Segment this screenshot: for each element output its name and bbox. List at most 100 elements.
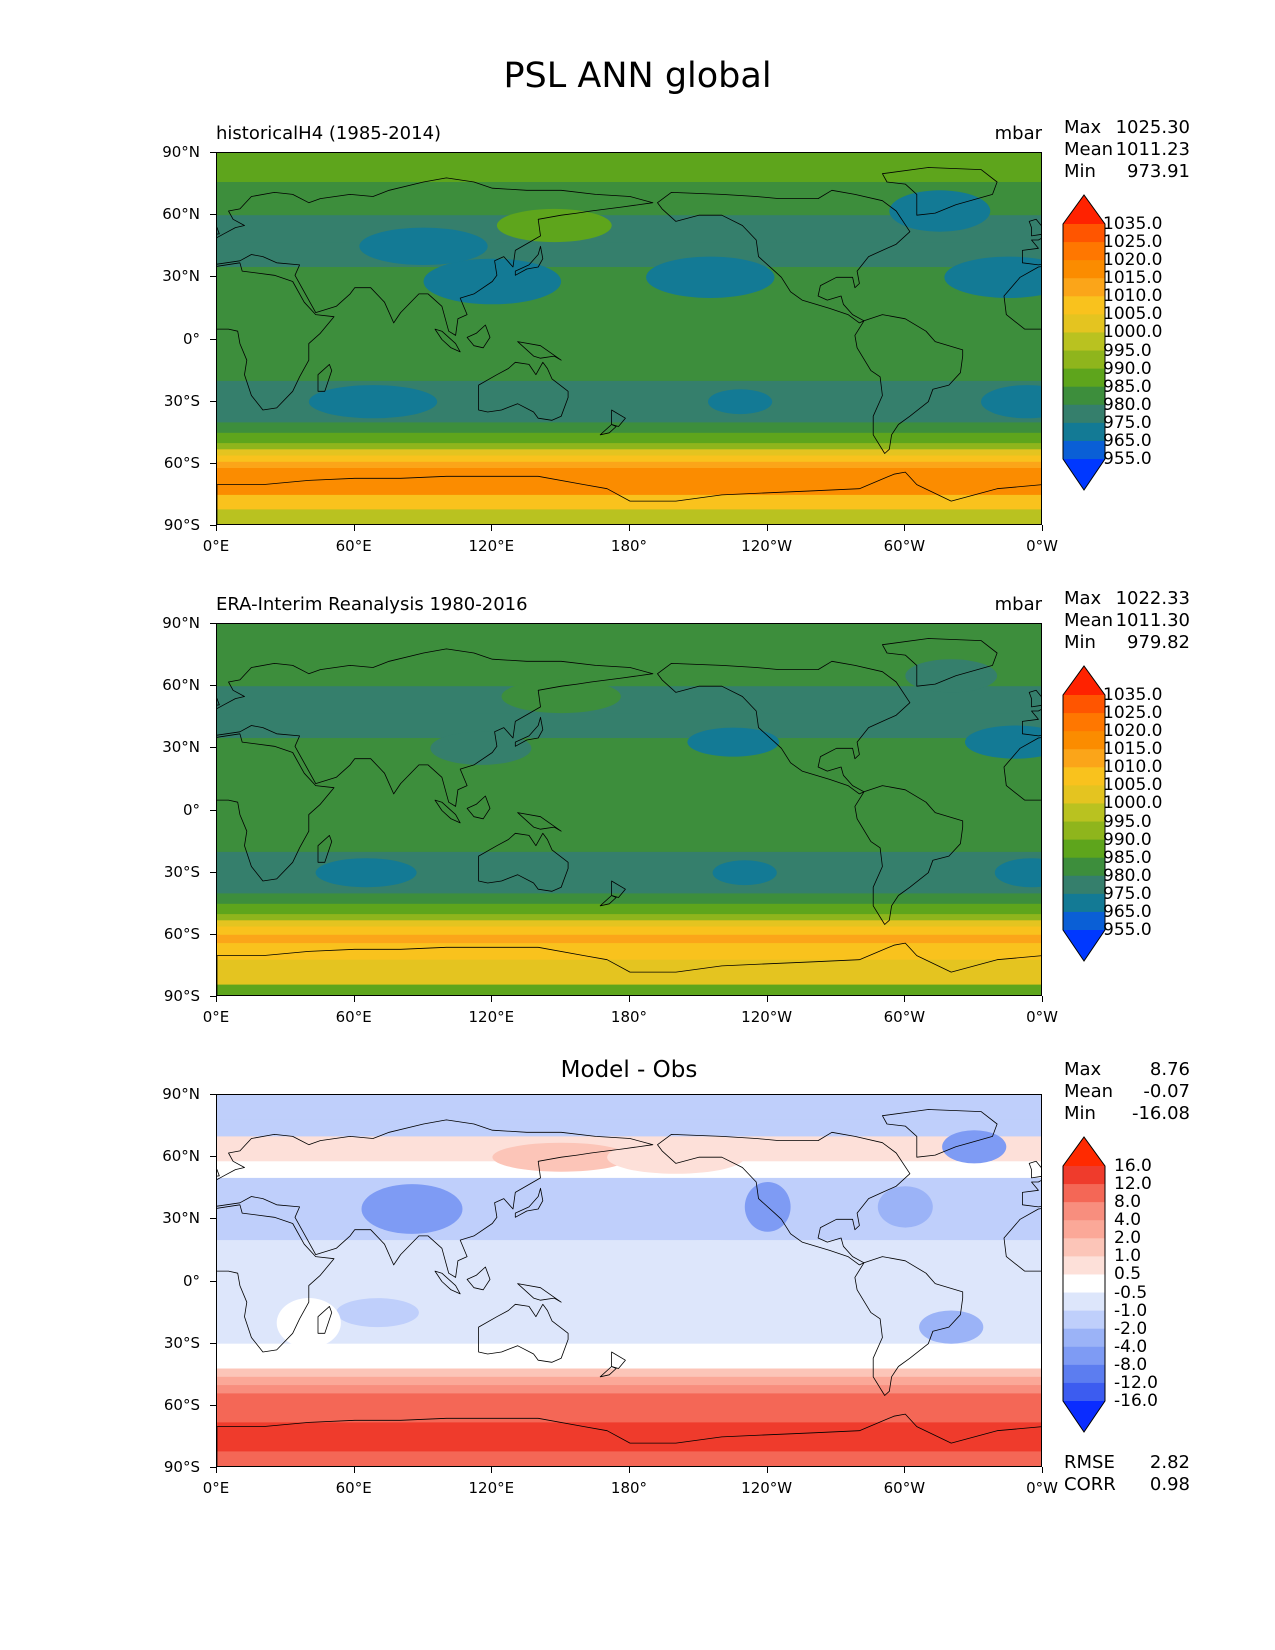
x-tick	[216, 525, 217, 531]
contour-band	[217, 1095, 1041, 1121]
coastline-greenland	[882, 167, 998, 216]
contour-band	[217, 624, 1041, 654]
colorbar-bin	[1063, 1202, 1105, 1221]
coastline-newguinea	[517, 341, 562, 361]
contour-band	[217, 1161, 1041, 1179]
contour-cell	[359, 227, 488, 265]
stat-corr: CORR 0.98	[1064, 1474, 1190, 1496]
stat-label: Mean	[1064, 1081, 1114, 1102]
colorbar-bin	[1063, 1328, 1105, 1348]
map-plot	[216, 623, 1042, 996]
y-tick-label: 60°S	[163, 453, 200, 472]
panel-title-left: historicalH4 (1985-2014)	[216, 123, 442, 144]
x-tick	[216, 996, 217, 1002]
colorbar-bin	[1063, 1256, 1105, 1275]
stat-label: Mean	[1064, 139, 1114, 160]
y-tick	[210, 623, 216, 624]
colorbar-tick-label: 1020.0	[1103, 721, 1163, 742]
contour-band	[217, 769, 1041, 853]
x-tick	[353, 1467, 355, 1473]
contour-cell	[944, 256, 1041, 298]
contour-band	[217, 449, 1041, 456]
contour-band	[217, 298, 1041, 382]
contour-band	[217, 443, 1041, 450]
contour-band	[217, 959, 1041, 986]
coastline-madagascar	[317, 834, 333, 863]
x-tick-label: 120°W	[741, 1008, 793, 1026]
stat-label: Max	[1064, 588, 1102, 609]
contour-band	[217, 1385, 1041, 1394]
colorbar-bin	[1063, 422, 1105, 442]
stat-value: 1011.23	[1115, 139, 1190, 160]
colorbar-bin	[1063, 386, 1105, 406]
x-tick	[904, 996, 906, 1002]
y-tick	[210, 462, 216, 464]
colorbar-bin	[1063, 1346, 1105, 1366]
x-tick	[491, 1467, 493, 1473]
colorbar-tick-label: -12.0	[1114, 1372, 1158, 1393]
x-tick-label: 0°W	[1026, 537, 1058, 555]
stat-min: Min -16.08	[1064, 1103, 1190, 1125]
colorbar-bin	[1063, 224, 1105, 243]
contour-band	[217, 934, 1041, 944]
colorbar-tick-label: 985.0	[1103, 847, 1152, 868]
x-tick-label: 120°E	[468, 537, 515, 555]
x-tick-label: 120°W	[741, 537, 793, 555]
map-svg	[217, 153, 1041, 524]
y-tick-label: 90°N	[162, 1085, 200, 1103]
coastline-uk	[217, 226, 220, 235]
colorbar-bin	[1063, 1220, 1105, 1239]
coastline-antarctica	[217, 1413, 1041, 1466]
y-tick-label: 60°S	[163, 1395, 200, 1414]
y-tick-label: 0°	[182, 1271, 200, 1290]
y-tick	[210, 1280, 216, 1282]
stat-value: 979.82	[1127, 632, 1190, 653]
y-tick-label: 30°N	[162, 1209, 200, 1228]
coastline-northamerica	[657, 189, 911, 324]
coastline-japan	[514, 1187, 544, 1218]
y-tick-label: 30°N	[162, 267, 200, 286]
coastline-eurasia	[217, 177, 654, 336]
map-plot	[216, 1094, 1042, 1467]
contour-band	[217, 1422, 1041, 1452]
stats-block: Max 8.76 Mean -0.07 Min -16.08	[1064, 1059, 1190, 1125]
stat-rmse: RMSE 2.82	[1064, 1452, 1190, 1474]
contour-band	[217, 242, 1041, 268]
colorbar-bin	[1063, 1238, 1105, 1257]
coastline-greenland	[882, 1109, 998, 1158]
stat-value: 1011.30	[1115, 610, 1190, 631]
stat-value: 2.82	[1149, 1452, 1190, 1473]
colorbar-bin	[1063, 875, 1105, 895]
x-tick	[766, 525, 768, 531]
x-tick-label: 60°E	[335, 1479, 372, 1497]
colorbar-tick-label: 1015.0	[1103, 268, 1163, 289]
contour-band	[217, 1376, 1041, 1386]
colorbar	[1062, 665, 1106, 962]
colorbar-tick-label: 975.0	[1103, 412, 1152, 433]
colorbar-tick-label: 12.0	[1114, 1174, 1152, 1195]
coastline-newzealandS	[599, 424, 617, 436]
colorbar-tick-label: -0.5	[1114, 1282, 1148, 1303]
y-tick	[210, 1156, 216, 1158]
coastline-newzealand	[611, 409, 626, 427]
contour-cell	[336, 1298, 419, 1328]
coastline-borneo	[466, 324, 491, 349]
coastline-borneo	[466, 795, 491, 820]
x-tick-label: 60°W	[883, 1479, 926, 1497]
colorbar-bin	[1063, 839, 1105, 859]
coastline-sumatra	[434, 328, 461, 353]
panel-title-center: Model - Obs	[560, 1057, 698, 1083]
map-svg	[217, 1095, 1041, 1466]
colorbar-bin	[1063, 1184, 1105, 1203]
stat-label: Min	[1064, 632, 1096, 653]
coastline-uk	[217, 697, 220, 706]
contour-band	[217, 920, 1041, 927]
panel-units: mbar	[994, 594, 1042, 615]
contour-band	[217, 267, 1041, 299]
coastline-newguinea	[517, 812, 562, 832]
y-tick-label: 0°	[182, 800, 200, 819]
contour-band	[217, 494, 1041, 510]
contour-cell	[315, 858, 417, 888]
x-tick	[904, 1467, 906, 1473]
stat-value: 0.98	[1149, 1474, 1190, 1495]
